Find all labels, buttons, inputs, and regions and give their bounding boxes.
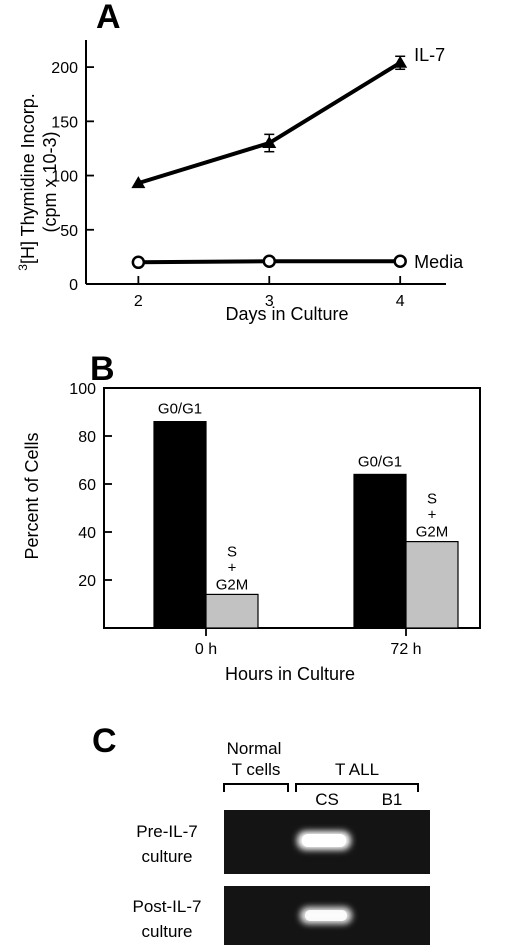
bar-label-g0g1: G0/G1: [158, 401, 202, 418]
panel-a-y-tick-label: 50: [60, 223, 78, 240]
panel-a-y-tick-label: 0: [69, 277, 78, 294]
data-point-media: [131, 255, 146, 270]
panel-b-y-tick-label: 60: [78, 477, 96, 494]
panel-a-y-tick-label: 200: [51, 60, 78, 77]
y-axis-title-line1: [H] Thymidine Incorp.: [18, 93, 38, 264]
panel-c-gel: C Normal T cells T ALL CS B1 Pre-IL-7 cu…: [92, 722, 430, 945]
panel-a-y-tick-label: 150: [51, 114, 78, 131]
data-point-il7: [131, 176, 146, 189]
panel-a-x-tick-label: 4: [396, 293, 405, 310]
bar-s-g2m: [205, 593, 259, 629]
panel-b-x-tick-label: 72 h: [390, 641, 421, 658]
panel-a-x-axis-title: Days in Culture: [225, 304, 348, 324]
panel-a-y-axis-title: 3[H] Thymidine Incorp. (cpm x 10-3): [16, 93, 60, 270]
panel-b-bar-chart: B Percent of Cells 20 40 60 80 100 0 h 72 h G0…: [22, 350, 481, 684]
panel-a-letter: A: [96, 0, 121, 36]
panel-b-letter: B: [90, 350, 115, 388]
panel-b-ticks: 20 40 60 80 100 0 h 72 h: [69, 381, 421, 658]
t-all-bracket: [295, 783, 419, 792]
panel-c-letter: C: [92, 722, 117, 760]
bar-g0g1: [153, 421, 207, 629]
bar-label-g0g1: G0/G1: [358, 453, 402, 470]
panel-a-series: IL-7 Media: [131, 45, 464, 272]
normal-t-cells-label-line2: T cells: [232, 760, 281, 779]
panel-b-x-tick-label: 0 h: [195, 641, 217, 658]
y-axis-title-superscript: 3: [16, 264, 30, 271]
lane-label-b1: B1: [382, 790, 403, 809]
bar-label-plus: +: [428, 507, 437, 524]
pre-il7-label-line2: culture: [141, 847, 192, 866]
panel-b-frame: [103, 387, 481, 629]
pre-il7-label-line1: Pre-IL-7: [136, 822, 197, 841]
bar-label-g2m: G2M: [416, 524, 449, 541]
panel-a-line-chart: A 3[H] Thymidine Incorp. (cpm x 10-3) 05…: [16, 0, 464, 324]
panel-b-y-tick-label: 100: [69, 381, 96, 398]
data-point-il7: [393, 55, 408, 68]
series-label-media: Media: [414, 252, 464, 272]
panel-a-x-tick-label: 2: [134, 293, 143, 310]
panel-b-y-tick-label: 40: [78, 525, 96, 542]
panel-a-ticks: 0 50 100 150 200 2 3 4: [51, 60, 404, 310]
panel-b-y-tick-label: 80: [78, 429, 96, 446]
normal-t-cells-bracket: [223, 783, 289, 792]
bar-label-plus: +: [228, 559, 237, 576]
y-axis-title-line2: (cpm x 10-3): [40, 131, 60, 232]
panel-a-x-tick-label: 3: [265, 293, 274, 310]
series-line-il7: [137, 61, 402, 186]
bar-label-s: S: [227, 543, 237, 560]
bar-s-g2m: [405, 540, 459, 629]
bar-label-g2m: G2M: [216, 576, 249, 593]
panel-b-y-axis-title: Percent of Cells: [22, 432, 42, 559]
gel-band-pre-il7-cs-core: [302, 834, 346, 847]
t-all-label: T ALL: [335, 760, 379, 779]
data-point-media: [393, 254, 407, 268]
data-point-media: [262, 254, 277, 268]
lane-label-cs: CS: [315, 790, 339, 809]
svg-text:3[H] Thymidine Incorp.: 3[H] Thymidine Incorp.: [16, 93, 38, 270]
post-il7-label-line2: culture: [141, 922, 192, 941]
post-il7-label-line1: Post-IL-7: [133, 897, 202, 916]
series-label-il7: IL-7: [414, 45, 445, 65]
panel-a-y-tick-label: 100: [51, 169, 78, 186]
bar-label-s: S: [427, 491, 437, 508]
panel-b-axes: [103, 387, 481, 629]
panel-a-axes: [85, 40, 446, 285]
panel-b-y-tick-label: 20: [78, 573, 96, 590]
panel-b-x-axis-title: Hours in Culture: [225, 664, 355, 684]
normal-t-cells-label-line1: Normal: [227, 739, 282, 758]
bar-g0g1: [353, 473, 407, 629]
data-point-il7: [262, 136, 277, 149]
gel-band-post-il7-cs-core: [305, 910, 347, 921]
